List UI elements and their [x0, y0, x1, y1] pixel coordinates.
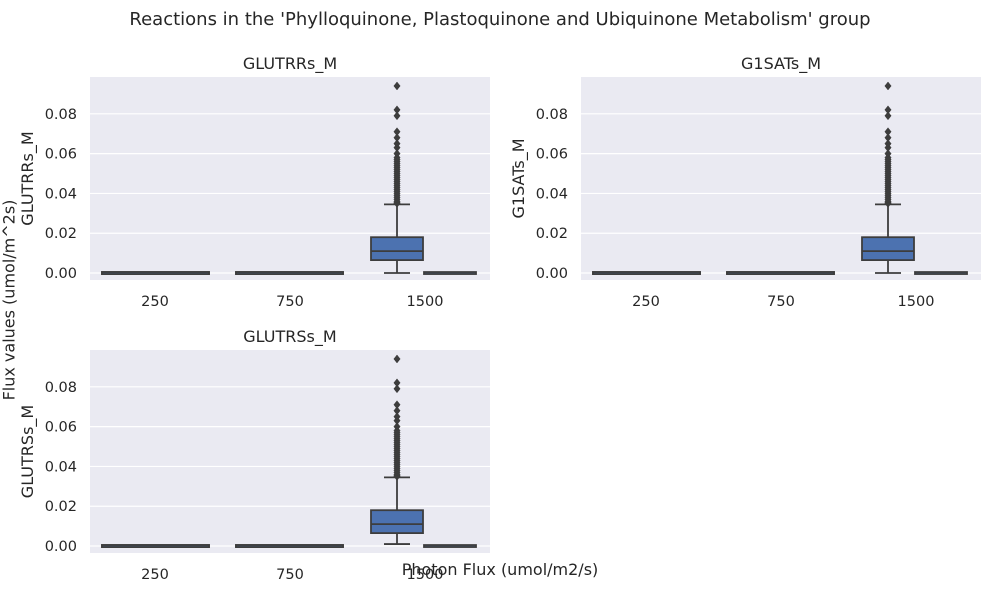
figure-title: Reactions in the 'Phylloquinone, Plastoq… — [129, 9, 871, 30]
x-tick-label: 250 — [141, 567, 169, 583]
figure-ylabel: Flux values (umol/m^2s) — [0, 199, 19, 401]
outlier-point — [393, 422, 401, 432]
box-body — [423, 544, 477, 548]
x-tick-label: 1500 — [407, 567, 444, 583]
outlier-point — [884, 149, 892, 159]
box-body — [235, 271, 344, 275]
outlier-point — [884, 139, 892, 149]
y-tick-label: 0.08 — [45, 107, 77, 123]
outlier-point — [393, 127, 401, 137]
y-tick-label: 0.06 — [45, 420, 77, 436]
outlier-point — [884, 127, 892, 137]
outlier-point — [884, 111, 892, 121]
y-tick-label: 0.04 — [536, 186, 568, 202]
box-250 — [101, 271, 210, 275]
box-body — [101, 544, 210, 548]
y-tick-label: 0.00 — [536, 266, 568, 282]
box-body — [592, 271, 701, 275]
outlier-point — [393, 81, 401, 91]
box-body — [370, 509, 424, 534]
box-body — [423, 271, 477, 275]
panel-ylabel: GLUTRRs_M — [18, 131, 38, 225]
y-tick-label: 0.02 — [45, 226, 77, 242]
box-250 — [101, 544, 210, 548]
x-tick-label: 750 — [276, 567, 304, 583]
box-1500 — [370, 81, 424, 274]
box-750 — [235, 544, 344, 548]
panel-title: GLUTRSs_M — [243, 327, 336, 347]
outlier-point — [393, 354, 401, 364]
outlier-point — [393, 412, 401, 422]
outlier-point — [393, 406, 401, 416]
x-tick-label: 1500 — [898, 294, 935, 310]
y-tick-label: 0.06 — [45, 147, 77, 163]
y-tick-label: 0.08 — [536, 107, 568, 123]
outlier-point — [393, 400, 401, 410]
outlier-point — [393, 133, 401, 143]
box-body — [370, 236, 424, 261]
box-body — [914, 271, 968, 275]
outlier-point — [884, 133, 892, 143]
box-1500 — [861, 81, 915, 274]
outlier-point — [393, 111, 401, 121]
box-250 — [592, 271, 701, 275]
x-tick-label: 750 — [276, 294, 304, 310]
panel-title: GLUTRRs_M — [243, 54, 337, 74]
plot-area — [581, 77, 981, 280]
box-750 — [235, 271, 344, 275]
y-tick-label: 0.00 — [45, 539, 77, 555]
box-1500 — [423, 271, 477, 275]
chart-panel-glutrrs-m: 0.00 0.02 0.04 0.06 0.08 250 750 1500 GLUTRRs_M G… — [18, 54, 490, 310]
box-body — [861, 236, 915, 261]
x-tick-label: 250 — [632, 294, 660, 310]
x-tick-label: 1500 — [407, 294, 444, 310]
chart-panel-glutrss-m: 0.00 0.02 0.04 0.06 0.08 250 750 1500 GLUTRSs_M G… — [18, 327, 490, 583]
plot-area — [90, 350, 490, 553]
x-tick-label: 750 — [767, 294, 795, 310]
box-body — [235, 544, 344, 548]
y-tick-label: 0.02 — [45, 499, 77, 515]
x-tick-label: 250 — [141, 294, 169, 310]
chart-panel-g1sats-m: 0.00 0.02 0.04 0.06 0.08 250 750 1500 G1SATs_M G1… — [509, 54, 981, 310]
outlier-point — [393, 378, 401, 388]
y-tick-label: 0.02 — [536, 226, 568, 242]
panel-ylabel: GLUTRSs_M — [18, 405, 38, 498]
y-tick-label: 0.06 — [536, 147, 568, 163]
box-1500 — [914, 271, 968, 275]
y-tick-label: 0.04 — [45, 186, 77, 202]
outlier-point — [393, 149, 401, 159]
y-tick-label: 0.00 — [45, 266, 77, 282]
box-750 — [726, 271, 835, 275]
box-body — [726, 271, 835, 275]
outlier-point — [393, 139, 401, 149]
panel-ylabel: G1SATs_M — [509, 139, 529, 219]
outlier-point — [393, 384, 401, 394]
outlier-point — [884, 105, 892, 115]
box-body — [101, 271, 210, 275]
box-1500 — [423, 544, 477, 548]
y-tick-label: 0.04 — [45, 459, 77, 475]
panel-title: G1SATs_M — [741, 54, 821, 74]
outlier-point — [393, 105, 401, 115]
y-tick-label: 0.08 — [45, 380, 77, 396]
figure-xlabel: Photon Flux (umol/m2/s) — [401, 560, 599, 579]
outlier-point — [884, 81, 892, 91]
plot-area — [90, 77, 490, 280]
box-1500 — [370, 354, 424, 545]
